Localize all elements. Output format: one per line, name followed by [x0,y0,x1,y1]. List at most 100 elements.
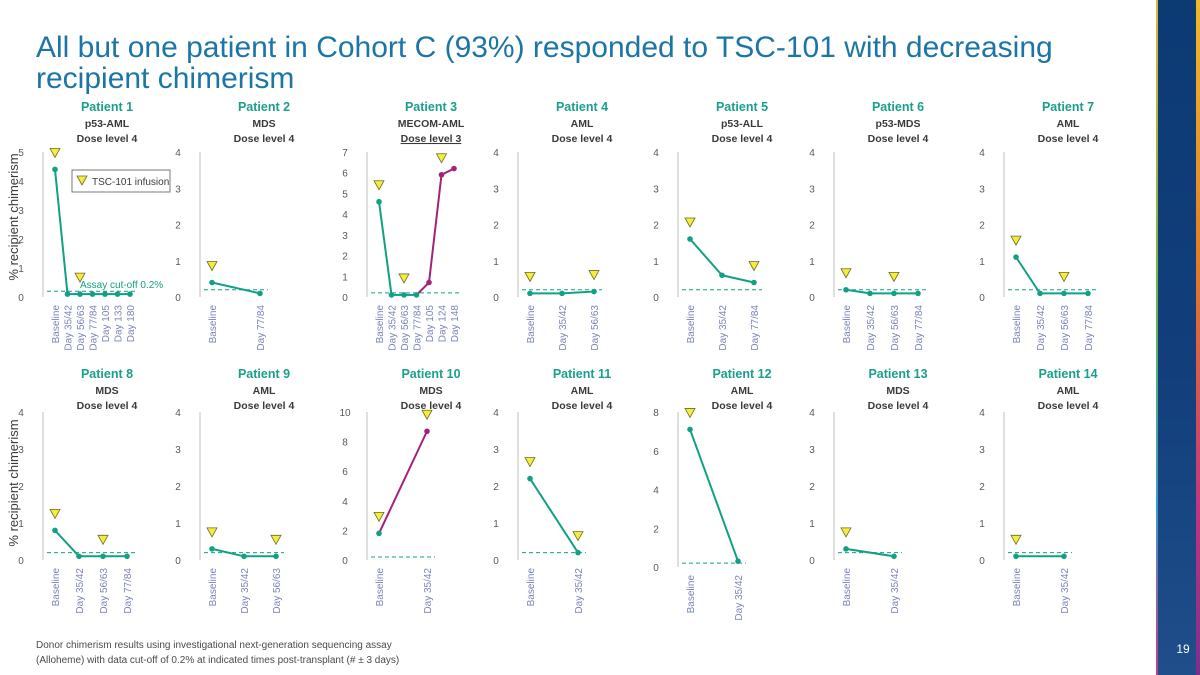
y-tick-label: 2 [493,482,499,493]
chart-title: Patient 7 [1042,100,1094,114]
infusion-marker [588,270,600,281]
y-tick-label: 5 [18,148,24,159]
infusion-marker [524,457,536,468]
y-tick-label: 0 [175,293,181,304]
chart-patient-12: Patient 12 AML Dose level 4 0 2 4 6 8 Baseline Da… [653,367,772,621]
y-axis-label-1: % recipient chimerism [6,153,21,280]
y-tick-label: 2 [342,252,348,263]
x-tick-label: Day 56/63 [99,568,110,614]
chart-subtitle: MDS [886,385,909,397]
data-point [451,165,457,172]
data-point [77,291,83,297]
y-tick-label: 4 [809,408,815,419]
infusion-marker [748,261,760,272]
y-tick-label: 4 [493,408,499,419]
y-tick-label: 6 [342,169,348,180]
y-tick-label: 3 [18,445,24,456]
data-point [241,553,247,560]
x-tick-label: Day 35/42 [558,305,569,351]
x-tick-label: Day 77/84 [256,305,267,351]
x-tick-label: Day 56/63 [272,568,283,614]
page-number: 19 [1176,642,1190,656]
y-tick-label: 4 [493,148,499,159]
y-tick-label: 2 [653,524,659,535]
chart-subtitle: AML [731,385,754,397]
x-tick-label: Day 56/63 [1060,305,1071,351]
chart-subtitle: AML [253,385,276,397]
series-segment [721,274,755,284]
legend-frame [71,169,171,193]
data-point [1085,290,1091,297]
data-point [102,291,108,297]
series-segment [1015,256,1041,294]
x-tick-label: Baseline [842,568,853,607]
chart-patient-5: Patient 5 p53-ALL Dose level 4 0 1 2 3 4 Baselin… [653,100,772,351]
x-tick-label: Day 77/84 [123,568,134,614]
x-tick-label: Baseline [375,305,386,344]
chart-dose: Dose level 4 [234,400,295,412]
x-tick-label: Day 148 [450,305,461,343]
y-tick-label: 3 [342,231,348,242]
chart-title: Patient 2 [238,100,290,114]
data-point [257,290,263,297]
y-tick-label: 0 [979,556,985,567]
y-tick-label: 2 [809,482,815,493]
chart-dose: Dose level 4 [552,133,613,145]
y-tick-label: 0 [342,293,348,304]
data-point [413,292,420,298]
x-tick-label: Day 35/42 [75,568,86,614]
chart-patient-9: Patient 9 AML Dose level 4 0 1 2 3 4 Baseline Day… [175,367,294,614]
data-point [591,288,597,295]
y-tick-label: 8 [653,408,659,419]
chart-subtitle: MDS [419,385,442,397]
y-tick-label: 2 [979,482,985,493]
chart-patient-4: Patient 4 AML Dose level 4 0 1 2 3 4 Baseline Day… [493,100,612,351]
data-point [114,291,121,297]
x-tick-label: Day 77/84 [750,305,761,351]
y-tick-label: 1 [18,519,24,530]
y-tick-label: 2 [979,221,985,232]
y-tick-label: 1 [493,519,499,530]
chart-dose: Dose level 4 [1038,133,1099,145]
y-tick-label: 3 [979,184,985,195]
x-tick-label: Day 105 [425,305,436,343]
x-tick-label: Day 105 [101,305,112,343]
footnote-line-2: (Alloheme) with data cut-off of 0.2% at … [36,655,400,666]
chart-subtitle: MECOM-AML [398,118,465,130]
chart-patient-11: Patient 11 AML Dose level 4 0 1 2 3 4 Baseline Da… [493,367,612,614]
x-tick-label: Baseline [526,305,537,344]
y-tick-label: 3 [175,184,181,195]
y-tick-label: 7 [342,148,348,159]
infusion-marker [524,271,536,283]
x-tick-label: Day 35/42 [866,305,877,351]
x-tick-label: Day 35/42 [1036,305,1047,351]
infusion-marker [1010,235,1022,246]
data-point [527,290,533,297]
infusion-marker [270,534,282,546]
chart-subtitle: p53-ALL [721,118,764,130]
footnote: Donor chimerism results using investigat… [36,638,596,668]
chart-dose: Dose level 4 [1038,400,1099,412]
legend-box: TSC-101 infusion [71,169,171,193]
infusion-marker [373,511,385,523]
chart-title: Patient 1 [81,100,133,114]
y-tick-label: 2 [18,235,24,246]
chart-subtitle: p53-MDS [876,118,921,130]
series-segment [845,288,871,295]
x-tick-label: Baseline [1012,305,1023,344]
chart-patient-7: Patient 7 AML Dose level 4 0 1 2 3 4 Baseline Day… [979,100,1098,351]
infusion-marker [888,271,900,283]
y-tick-label: 2 [175,482,181,493]
chart-title: Patient 5 [716,100,768,114]
y-tick-label: 3 [653,184,659,195]
chart-dose: Dose level 4 [77,400,138,412]
data-point [273,553,279,560]
y-tick-label: 1 [809,257,815,268]
chart-patient-10: Patient 10 MDS Dose level 4 0 2 4 6 8 10 Baseline… [339,367,461,614]
chart-subtitle: AML [571,385,594,397]
infusion-marker [398,273,410,284]
y-tick-label: 3 [493,445,499,456]
chart-title: Patient 8 [81,367,133,381]
chart-subtitle: AML [1057,118,1080,130]
y-tick-label: 2 [493,221,499,232]
